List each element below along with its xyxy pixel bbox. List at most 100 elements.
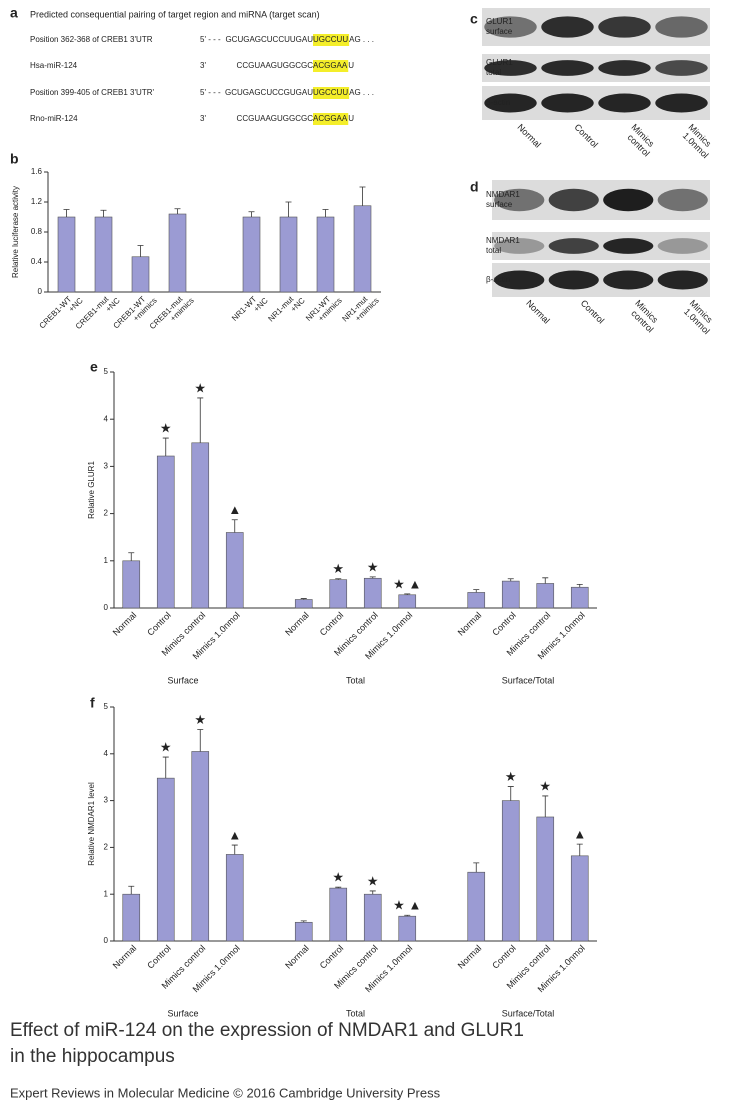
blot-row-label: GLUR1 <box>486 58 513 67</box>
bar <box>225 532 244 609</box>
significance-marker: ▲ <box>228 502 241 517</box>
x-tick-label: Control <box>318 943 346 971</box>
lane-label-line: Normal <box>524 298 552 326</box>
significance-marker: ★ <box>332 870 344 885</box>
group-label: Total <box>346 1008 365 1018</box>
x-tick-label: Control <box>318 610 346 638</box>
error-bar <box>576 843 583 856</box>
significance-marker: ★ <box>160 740 172 755</box>
band <box>598 60 651 76</box>
sequence-tail: U <box>348 61 354 70</box>
target-site: UGCCUU <box>313 35 348 44</box>
band <box>541 16 594 38</box>
y-tick-label: 1.2 <box>31 197 43 206</box>
x-tick-label: Control <box>145 610 173 638</box>
error-bar <box>285 201 292 217</box>
bar <box>294 599 313 609</box>
error-bar <box>322 209 329 217</box>
x-tick-label: Normal <box>283 943 311 971</box>
panel-label: b <box>10 151 19 167</box>
band <box>657 188 708 212</box>
significance-marker: ★ <box>505 769 517 784</box>
y-axis-label: Relative GLUR1 <box>87 461 96 519</box>
x-tick-label-line: Control <box>490 943 518 971</box>
site-highlight <box>313 60 349 72</box>
strand-end: 5' - - - <box>200 35 221 44</box>
group-label: Total <box>346 675 365 685</box>
error-bar <box>100 209 107 217</box>
band <box>603 188 654 212</box>
x-tick-label-line: Control <box>318 943 346 971</box>
band <box>541 93 594 113</box>
significance-marker: ▲ <box>228 827 241 842</box>
lane-label: Control <box>572 122 600 150</box>
band <box>657 270 708 290</box>
blot-row-label: NMDAR1 <box>486 236 520 245</box>
x-tick-label: Normal <box>111 943 139 971</box>
significance-marker: ▲ <box>573 827 586 842</box>
x-tick-label-line: CREB1-WT <box>37 294 73 330</box>
error-bar <box>128 885 135 895</box>
row-name: Hsa-miR-124 <box>30 61 78 70</box>
error-bar <box>542 795 549 817</box>
bar <box>131 256 150 293</box>
bar <box>156 455 175 609</box>
y-tick-label: 5 <box>104 367 109 376</box>
error-bar <box>197 729 204 752</box>
error-bar <box>162 756 169 779</box>
error-bar <box>63 209 70 217</box>
lane-label-line: Control <box>572 122 600 150</box>
bar <box>122 893 141 942</box>
significance-marker: ★ <box>160 421 172 436</box>
panel-label: a <box>10 5 18 21</box>
band <box>603 270 654 290</box>
strand-end: 3' <box>200 114 206 123</box>
sequence: GCUGAGCUCCUUGAU <box>225 35 313 44</box>
lane-label: Normal <box>515 122 543 150</box>
band <box>655 60 708 76</box>
y-tick-label: 0 <box>104 603 109 612</box>
band <box>494 188 545 212</box>
lane-label-line: Control <box>579 298 607 326</box>
panel-label: f <box>90 695 95 711</box>
y-tick-label: 0 <box>104 936 109 945</box>
error-bar <box>248 211 255 217</box>
error-bar <box>174 208 181 214</box>
blot-row-label: surface <box>486 27 513 36</box>
band <box>494 238 545 254</box>
x-tick-label: Control <box>490 610 518 638</box>
strand-end: 5' - - - <box>200 88 221 97</box>
error-bar <box>473 589 480 593</box>
x-tick-label-line: Normal <box>111 610 139 638</box>
band <box>548 188 599 212</box>
bar <box>168 213 187 293</box>
site-highlight <box>313 87 350 99</box>
band <box>655 16 708 38</box>
x-tick-label: CREB1-mut+mimics <box>148 294 196 331</box>
bar <box>329 579 348 609</box>
x-tick-label: Control <box>490 943 518 971</box>
x-tick-label: CREB1-mut+NC <box>74 294 122 331</box>
bar <box>156 777 175 942</box>
bar <box>225 854 244 942</box>
error-bar <box>197 397 204 443</box>
y-tick-label: 1 <box>104 889 109 898</box>
band <box>598 16 651 38</box>
error-bar <box>404 593 411 595</box>
bar <box>294 921 313 942</box>
error-bar <box>507 786 514 801</box>
y-tick-label: 2 <box>104 509 109 518</box>
y-axis-label: Relative NMDAR1 level <box>87 782 96 866</box>
panel-label: d <box>470 179 479 195</box>
group-label: Surface <box>167 675 198 685</box>
error-bar <box>231 519 238 533</box>
bar <box>316 216 335 293</box>
blot-row-label: total <box>486 68 501 77</box>
bar <box>329 887 348 942</box>
x-tick-label: NR1-WT+NC <box>230 294 270 322</box>
error-bar <box>300 598 307 600</box>
error-bar <box>369 890 376 895</box>
